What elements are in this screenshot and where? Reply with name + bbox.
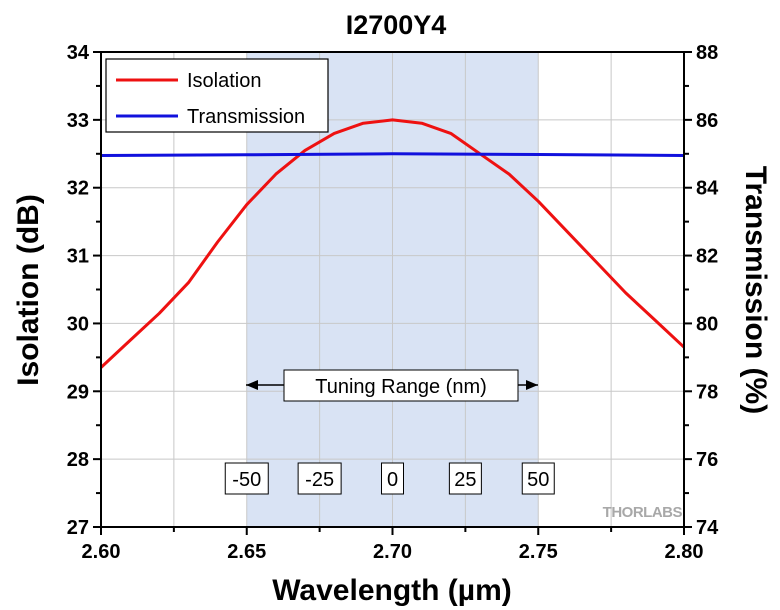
- y2-tick-label: 74: [696, 517, 719, 539]
- y2-tick-label: 80: [696, 313, 718, 335]
- tuning-label-box: [448, 462, 482, 495]
- tuning-label-box: [521, 462, 555, 495]
- y-tick-label: 27: [67, 517, 89, 539]
- legend-label-isolation: Isolation: [187, 70, 262, 92]
- y-axis-title: Isolation (dB): [12, 194, 45, 386]
- x-tick-label: 2.65: [227, 541, 266, 563]
- x-axis-title: Wavelength (µm): [272, 574, 512, 607]
- x-tick-label: 2.60: [82, 541, 121, 563]
- y2-tick-label: 76: [696, 449, 718, 471]
- y2-axis-title: Transmission (%): [739, 166, 772, 414]
- ticks: [93, 51, 692, 535]
- y2-tick-label: 78: [696, 381, 718, 403]
- tuning-label: -25: [305, 469, 334, 491]
- series-layer: [99, 118, 686, 369]
- x-tick-label: 2.70: [373, 541, 412, 563]
- tuning-range-box: [283, 369, 519, 402]
- y2-tick-label: 86: [696, 110, 718, 132]
- y-tick-label: 28: [67, 449, 89, 471]
- y2-tick-labels: 74 76 78 80 82 84 86 88: [696, 42, 719, 539]
- tuning-range-label: Tuning Range (nm): [315, 376, 487, 398]
- y-tick-label: 32: [67, 178, 89, 200]
- x-tick-labels: 2.60 2.65 2.70 2.75 2.80: [82, 541, 704, 563]
- y-tick-labels: 27 28 29 30 31 32 33 34: [67, 42, 90, 539]
- tuning-range-annotation: Tuning Range (nm): [246, 369, 538, 402]
- tuning-label: 0: [387, 469, 398, 491]
- tuning-label: 50: [527, 469, 549, 491]
- tuning-label-box: [297, 462, 342, 495]
- tuning-label: -50: [232, 469, 261, 491]
- y-tick-label: 33: [67, 110, 89, 132]
- series-line-transmission: [100, 152, 685, 157]
- x-tick-label: 2.80: [665, 541, 704, 563]
- y2-tick-label: 84: [696, 178, 719, 200]
- tuning-labels: -50 -25 0 25 50: [224, 462, 555, 495]
- legend-box: [105, 58, 329, 133]
- tuning-label: 25: [454, 469, 476, 491]
- y2-tick-label: 82: [696, 246, 718, 268]
- legend-label-transmission: Transmission: [187, 106, 305, 128]
- y-tick-label: 29: [67, 381, 89, 403]
- tuning-label-box: [224, 462, 269, 495]
- series-line-isolation: [99, 118, 686, 369]
- x-tick-label: 2.75: [519, 541, 558, 563]
- y-tick-label: 30: [67, 313, 89, 335]
- y2-tick-label: 88: [696, 42, 718, 64]
- thorlabs-logo: THORLABS: [603, 504, 683, 521]
- legend: Isolation Transmission: [105, 58, 329, 133]
- tuning-label-box: [381, 462, 404, 495]
- tuning-arrow-right-head: [526, 380, 538, 390]
- chart-title: I2700Y4: [346, 10, 447, 40]
- tuning-arrow-left-head: [246, 380, 258, 390]
- y-tick-label: 31: [67, 246, 89, 268]
- y-tick-label: 34: [67, 42, 90, 64]
